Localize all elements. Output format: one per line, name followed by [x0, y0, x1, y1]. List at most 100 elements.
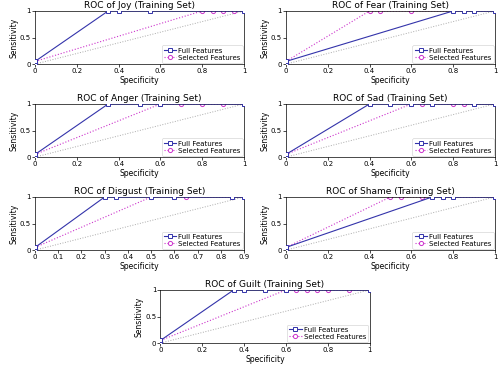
- Line: Full Features: Full Features: [284, 9, 497, 66]
- Selected Features: [283, 152, 289, 157]
- Title: ROC of Sad (Training Set): ROC of Sad (Training Set): [333, 94, 448, 103]
- Full Features: [440, 195, 446, 199]
- Title: ROC of Shame (Training Set): ROC of Shame (Training Set): [326, 187, 455, 196]
- Full Features: [430, 195, 436, 199]
- Legend: Full Features, Selected Features: Full Features, Selected Features: [162, 231, 242, 249]
- Full Features: [241, 9, 247, 13]
- Selected Features: [471, 102, 477, 106]
- Y-axis label: Sensitivity: Sensitivity: [260, 110, 269, 151]
- Full Features: [283, 245, 289, 250]
- Full Features: [471, 102, 477, 106]
- Full Features: [230, 195, 235, 199]
- Line: Selected Features: Selected Features: [33, 195, 246, 252]
- Selected Features: [314, 288, 320, 292]
- Full Features: [105, 9, 111, 13]
- Full Features: [283, 152, 289, 157]
- Selected Features: [32, 62, 38, 66]
- Y-axis label: Sensitivity: Sensitivity: [10, 203, 18, 244]
- Line: Selected Features: Selected Features: [284, 195, 497, 252]
- Selected Features: [32, 59, 38, 64]
- Selected Features: [200, 102, 205, 106]
- Full Features: [32, 248, 38, 252]
- Selected Features: [366, 9, 372, 13]
- Full Features: [241, 102, 247, 106]
- Selected Features: [324, 288, 330, 292]
- Full Features: [32, 245, 38, 250]
- Legend: Full Features, Selected Features: Full Features, Selected Features: [162, 138, 242, 156]
- Y-axis label: Sensitivity: Sensitivity: [10, 110, 18, 151]
- Title: ROC of Disgust (Training Set): ROC of Disgust (Training Set): [74, 187, 205, 196]
- Full Features: [450, 195, 456, 199]
- Selected Features: [304, 288, 310, 292]
- Legend: Full Features, Selected Features: Full Features, Selected Features: [412, 231, 494, 249]
- Full Features: [102, 195, 107, 199]
- Selected Features: [346, 288, 352, 292]
- Line: Full Features: Full Features: [284, 195, 497, 252]
- Full Features: [148, 195, 154, 199]
- X-axis label: Specificity: Specificity: [245, 355, 285, 364]
- Selected Features: [398, 195, 404, 199]
- Selected Features: [366, 288, 372, 292]
- Selected Features: [283, 288, 289, 292]
- Selected Features: [450, 102, 456, 106]
- Selected Features: [283, 62, 289, 66]
- Full Features: [492, 195, 498, 199]
- Full Features: [283, 59, 289, 64]
- Full Features: [32, 155, 38, 159]
- Full Features: [408, 102, 414, 106]
- Full Features: [366, 102, 372, 106]
- Selected Features: [241, 102, 247, 106]
- Selected Features: [388, 195, 394, 199]
- Selected Features: [230, 195, 235, 199]
- Full Features: [366, 288, 372, 292]
- Selected Features: [172, 195, 177, 199]
- Selected Features: [178, 102, 184, 106]
- Selected Features: [200, 9, 205, 13]
- Title: ROC of Fear (Training Set): ROC of Fear (Training Set): [332, 1, 449, 10]
- Y-axis label: Sensitivity: Sensitivity: [260, 18, 269, 58]
- Full Features: [283, 155, 289, 159]
- Selected Features: [230, 9, 236, 13]
- Line: Full Features: Full Features: [33, 195, 246, 252]
- Full Features: [158, 341, 164, 345]
- Line: Selected Features: Selected Features: [33, 9, 246, 66]
- Full Features: [492, 102, 498, 106]
- Y-axis label: Sensitivity: Sensitivity: [10, 18, 18, 58]
- X-axis label: Specificity: Specificity: [120, 76, 160, 85]
- Selected Features: [183, 195, 189, 199]
- Full Features: [32, 152, 38, 157]
- Line: Selected Features: Selected Features: [158, 288, 372, 345]
- Full Features: [460, 9, 466, 13]
- Full Features: [116, 9, 121, 13]
- Selected Features: [32, 245, 38, 250]
- Line: Full Features: Full Features: [33, 102, 246, 159]
- Selected Features: [241, 195, 247, 199]
- Legend: Full Features, Selected Features: Full Features, Selected Features: [287, 324, 368, 342]
- Full Features: [114, 195, 119, 199]
- Full Features: [172, 195, 177, 199]
- Full Features: [283, 62, 289, 66]
- Title: ROC of Guilt (Training Set): ROC of Guilt (Training Set): [206, 280, 324, 289]
- Title: ROC of Joy (Training Set): ROC of Joy (Training Set): [84, 1, 195, 10]
- Y-axis label: Sensitivity: Sensitivity: [260, 203, 269, 244]
- Full Features: [430, 102, 436, 106]
- Legend: Full Features, Selected Features: Full Features, Selected Features: [412, 138, 494, 156]
- Full Features: [450, 9, 456, 13]
- Full Features: [105, 102, 111, 106]
- Selected Features: [210, 9, 216, 13]
- Selected Features: [158, 338, 164, 343]
- Line: Full Features: Full Features: [284, 102, 497, 159]
- Line: Selected Features: Selected Features: [33, 102, 246, 159]
- Line: Full Features: Full Features: [158, 288, 372, 345]
- X-axis label: Specificity: Specificity: [370, 262, 410, 271]
- Title: ROC of Anger (Training Set): ROC of Anger (Training Set): [78, 94, 202, 103]
- Selected Features: [460, 102, 466, 106]
- Full Features: [283, 248, 289, 252]
- Selected Features: [440, 195, 446, 199]
- Selected Features: [158, 102, 164, 106]
- Selected Features: [32, 152, 38, 157]
- Selected Features: [419, 195, 425, 199]
- Selected Features: [148, 195, 154, 199]
- Selected Features: [283, 245, 289, 250]
- Selected Features: [492, 102, 498, 106]
